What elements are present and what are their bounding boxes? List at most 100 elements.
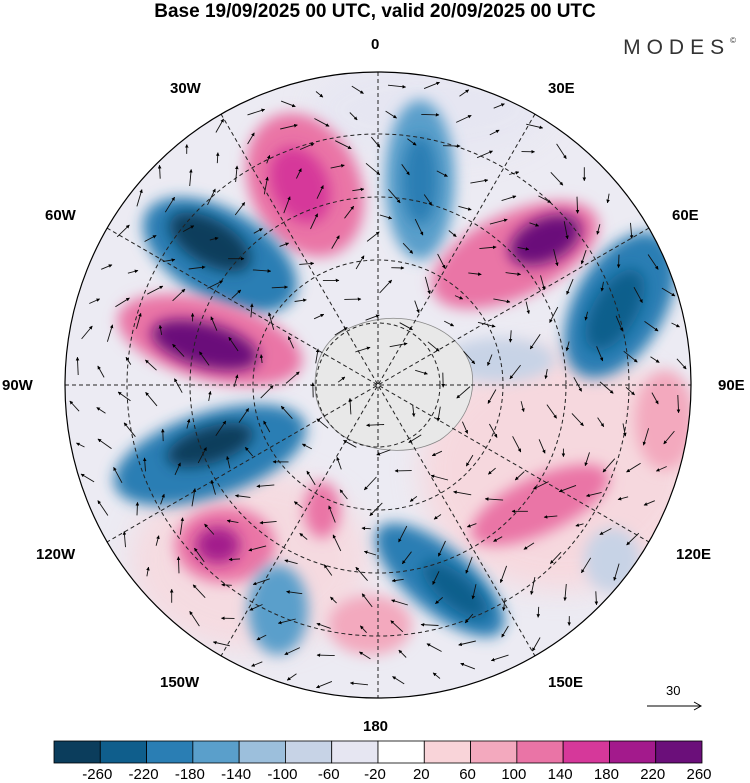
lon-label-180: 180: [363, 718, 389, 735]
wind-vector: [221, 583, 232, 587]
wind-vector: [369, 502, 383, 517]
negative-lobe-60w-core: [169, 212, 251, 272]
wind-vector: [343, 439, 357, 448]
wind-vector: [299, 532, 308, 540]
wind-vector: [125, 356, 132, 365]
wind-vector: [427, 341, 440, 352]
wind-vector: [231, 289, 242, 299]
wind-vector: [315, 348, 320, 364]
wind-vector: [616, 254, 621, 269]
colorbar-tick-label: -180: [174, 766, 205, 783]
wind-vector: [210, 316, 218, 331]
lon-label-150w: 150W: [160, 674, 200, 691]
wind-vector: [411, 404, 416, 417]
wind-vector: [199, 351, 210, 366]
wind-vector: [436, 406, 441, 422]
wind-vector: [266, 154, 271, 164]
map-boundary: [64, 71, 692, 699]
wind-vector: [626, 532, 640, 546]
wind-vector: [464, 613, 474, 624]
wind-vector: [155, 535, 160, 546]
wind-vector: [189, 169, 193, 187]
wind-vector: [215, 152, 220, 164]
wind-vector: [247, 132, 255, 145]
wind-vector: [316, 622, 331, 629]
wind-vector: [263, 420, 271, 433]
wind-vector: [436, 170, 448, 177]
lon-label-90w: 90W: [2, 377, 33, 394]
wind-vector: [355, 255, 365, 270]
wind-vector: [629, 222, 634, 239]
colorbar-swatch: [99, 740, 147, 764]
wind-vector: [399, 322, 413, 331]
wind-vector: [448, 230, 457, 238]
wind-vector: [625, 386, 635, 396]
wind-vector: [210, 480, 216, 495]
wind-vector: [424, 276, 431, 295]
wind-vector: [323, 564, 333, 576]
colorbar-swatch: [285, 740, 333, 764]
wind-vector: [549, 306, 559, 323]
wind-vector: [268, 312, 275, 330]
wind-vector: [465, 454, 474, 467]
wind-vector: [461, 421, 469, 434]
wind-vector: [543, 515, 558, 519]
wind-vector: [606, 193, 610, 204]
wind-vector: [158, 324, 163, 335]
wind-vector: [115, 297, 130, 308]
lon-label-60e: 60E: [672, 207, 699, 224]
wind-vector: [207, 280, 224, 289]
wind-vector: [532, 481, 549, 490]
wind-vector: [430, 474, 449, 481]
wind-vector: [532, 637, 541, 652]
brand-mark: ©: [730, 36, 736, 45]
wind-vector: [553, 249, 559, 267]
wind-vector: [313, 313, 325, 320]
wind-vector: [566, 278, 574, 295]
wind-vector: [299, 143, 315, 150]
anomaly-lobes: [114, 100, 691, 655]
wind-vector: [330, 164, 345, 169]
wind-vector: [365, 162, 381, 176]
wind-vector: [250, 303, 254, 318]
negative-lobe-0-core: [402, 135, 438, 225]
wind-vector: [136, 189, 143, 207]
wind-vector: [414, 218, 424, 236]
wind-vector: [271, 285, 288, 289]
wind-vector: [385, 110, 397, 119]
wind-vector: [277, 618, 296, 625]
wind-vector: [191, 488, 197, 507]
wind-vector: [363, 550, 377, 556]
wind-vector: [520, 401, 525, 413]
wind-vector: [316, 185, 324, 199]
wind-vector: [294, 298, 307, 303]
wind-vector: [188, 265, 206, 270]
wind-vector: [676, 358, 687, 370]
negative-lobe-65e-core: [585, 269, 645, 351]
wind-vector: [546, 404, 557, 419]
wind-vector: [538, 439, 546, 454]
colorbar-tick-label: 180: [593, 766, 619, 783]
wind-vector: [512, 436, 522, 453]
wind-vector: [122, 531, 127, 548]
wind-vector: [174, 378, 183, 393]
wind-vector: [135, 501, 140, 516]
wind-vector: [586, 491, 602, 498]
wind-vector: [626, 462, 641, 473]
wind-vector: [316, 653, 335, 657]
lon-label-30e: 30E: [548, 80, 575, 97]
wind-vector: [509, 171, 520, 175]
wind-vector: [490, 654, 509, 662]
colorbar-tick-label: 140: [547, 766, 573, 783]
wind-vector: [615, 315, 623, 332]
wind-vector: [359, 651, 371, 660]
lon-label-120e: 120E: [676, 546, 712, 563]
wind-vector: [238, 408, 250, 423]
wind-vector: [437, 253, 446, 269]
wind-vectors: [69, 81, 687, 689]
wind-vector: [488, 467, 496, 475]
wind-vector: [426, 643, 442, 652]
wind-vector: [176, 556, 181, 574]
wind-vector: [484, 497, 504, 501]
lon-label-120w: 120W: [36, 546, 76, 563]
